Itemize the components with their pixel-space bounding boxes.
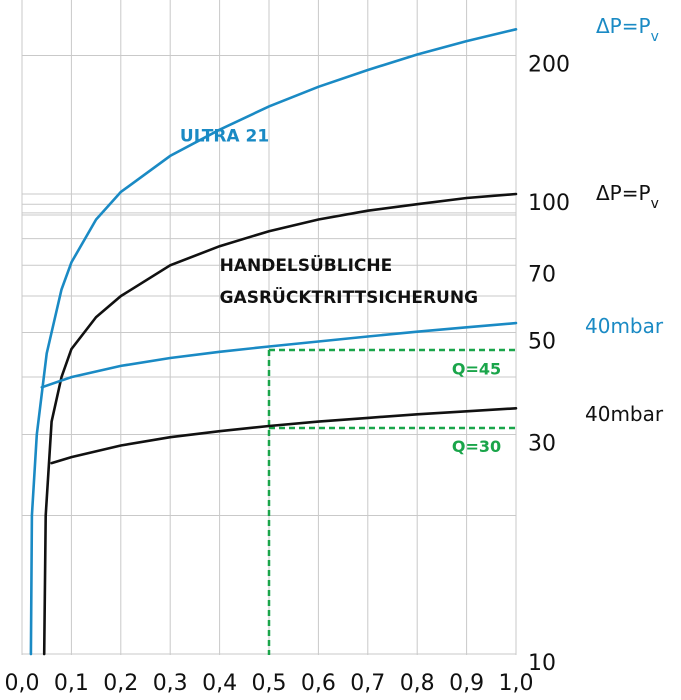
x-tick-label: 0,2: [103, 671, 138, 696]
series-line-3: [50, 407, 518, 465]
series-line-1: [42, 192, 518, 656]
x-tick-label: 0,5: [252, 671, 287, 696]
reference-lines: Q=45 Q=30: [267, 348, 516, 655]
y-tick-label: 70: [528, 262, 556, 287]
series-end-label-subscript: v: [651, 29, 659, 45]
series-end-label: 40mbar: [585, 314, 664, 338]
annotation-text: GASRÜCKTRITTSICHERUNG: [220, 286, 478, 308]
reference-label: Q=30: [452, 437, 501, 456]
labels: 0,0 0,1 0,2 0,3 0,4 0,5 0,6 0,7 0,8 0,9 1,0 200 100 7…: [5, 14, 664, 696]
x-tick-label: 0,1: [54, 671, 89, 696]
reference-label: Q=45: [452, 360, 501, 379]
series-lines: [29, 28, 518, 656]
x-tick-label: 0,9: [449, 671, 484, 696]
x-tick-label: 0,3: [153, 671, 188, 696]
annotation-text: HANDELSÜBLICHE: [220, 254, 393, 276]
series-end-label: 40mbar: [585, 402, 664, 426]
series-end-label-subscript: v: [651, 196, 659, 212]
y-tick-label: 30: [528, 432, 556, 457]
series-end-label: ΔP=Pv: [596, 14, 659, 45]
x-tick-label: 0,7: [350, 671, 385, 696]
grid: [21, 0, 517, 655]
x-tick-label: 0,4: [202, 671, 237, 696]
y-tick-label: 100: [528, 191, 570, 216]
y-tick-label: 50: [528, 329, 556, 354]
x-tick-label: 1,0: [499, 671, 534, 696]
y-tick-label: 10: [528, 651, 556, 676]
series-inline-label: ULTRA 21: [180, 127, 269, 147]
series-line-2: [40, 321, 518, 389]
y-tick-label: 200: [528, 53, 570, 78]
x-tick-label: 0,8: [400, 671, 435, 696]
x-tick-label: 0,0: [5, 671, 40, 696]
series-line-0: [29, 28, 518, 656]
x-tick-label: 0,6: [301, 671, 336, 696]
series-end-label: ΔP=Pv: [596, 181, 659, 212]
